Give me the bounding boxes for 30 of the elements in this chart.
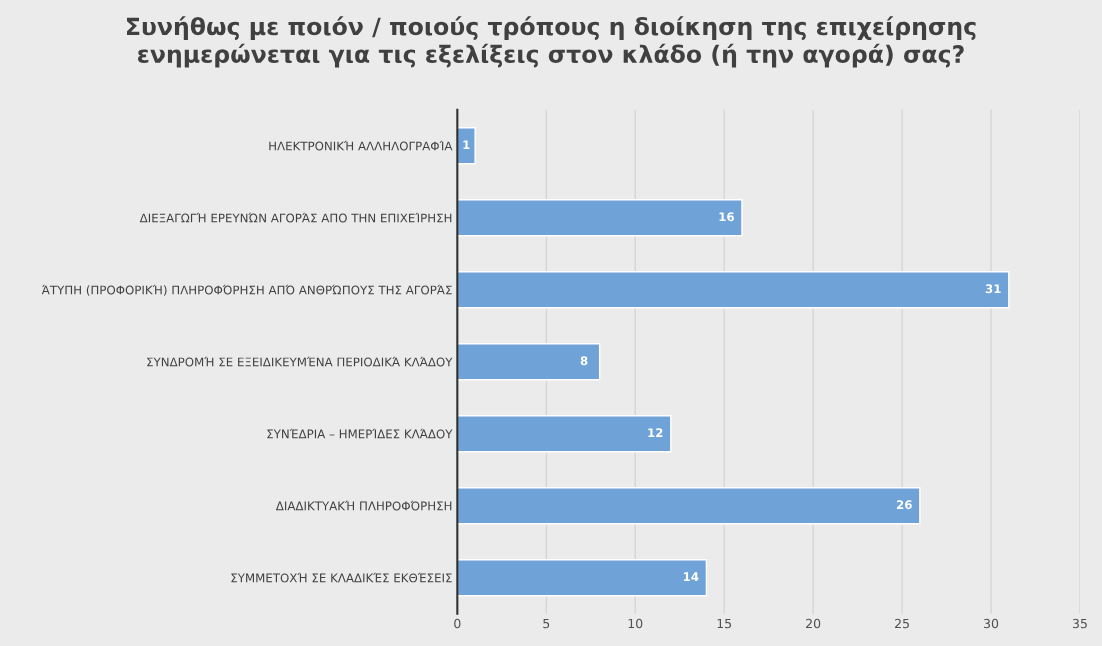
y-tick-label: ΣΥΝΈΔΡΙΑ – ΗΜΕΡΊΔΕΣ ΚΛΆΔΟΥ [267,428,453,439]
data-label: 16 [719,212,734,222]
y-tick-label: ΔΙΕΞΑΓΩΓΉ ΕΡΕΥΝΏΝ ΑΓΟΡΆΣ ΑΠΟ ΤΗΝ ΕΠΙΧΕΊΡΗΣΗ [139,212,452,223]
y-tick-label: ΆΤΥΠΗ (ΠΡΟΦΟΡΙΚΉ) ΠΛΗΡΟΦΌΡΗΣΗ ΑΠΌ ΑΝΘΡΏΠΟΥΣ ΤΗΣ ΑΓΟΡΆΣ [41,284,452,296]
y-tick-label: ΗΛΕΚΤΡΟΝΙΚΉ ΑΛΛΗΛΟΓΡΑΦΊΑ [269,140,453,151]
data-label: 8 [580,356,588,366]
bar [457,127,476,165]
y-tick-label: ΣΥΜΜΕΤΟΧΉ ΣΕ ΚΛΑΔΙΚΈΣ ΕΚΘΈΣΕΙΣ [231,572,452,583]
x-tick-label: 0 [454,618,461,629]
bar [457,199,743,237]
data-label: 26 [897,500,912,510]
x-tick-label: 10 [628,618,643,629]
bar [457,343,601,381]
x-tick-label: 35 [1072,618,1087,629]
y-tick-label: ΣΥΝΔΡΟΜΉ ΣΕ ΕΞΕΙΔΙΚΕΥΜΈΝΑ ΠΕΡΙΟΔΙΚΆ ΚΛΆΔΟΥ [147,356,453,367]
bar [457,559,708,597]
y-tick-label: ΔΙΑΔΙΚΤΥΑΚΉ ΠΛΗΡΟΦΌΡΗΣΗ [275,500,452,511]
x-tick-label: 30 [984,618,999,629]
bar [457,415,672,453]
bar [457,271,1010,309]
data-label: 31 [985,284,1001,294]
chart-title: Συνήθως με ποιόν / ποιούς τρόπους η διοίκηση της επιχείρησης ενημερώνεται για τις εξελίξεις στον κλάδο (ή την αγορά) σας? [127,16,976,68]
x-tick-label: 25 [895,618,909,629]
x-tick-label: 5 [543,618,550,629]
data-label: 1 [463,140,470,150]
x-tick-label: 20 [806,618,821,629]
data-label: 14 [683,572,699,581]
data-label: 12 [648,428,663,437]
x-tick-label: 15 [717,618,732,629]
bar [457,487,921,525]
